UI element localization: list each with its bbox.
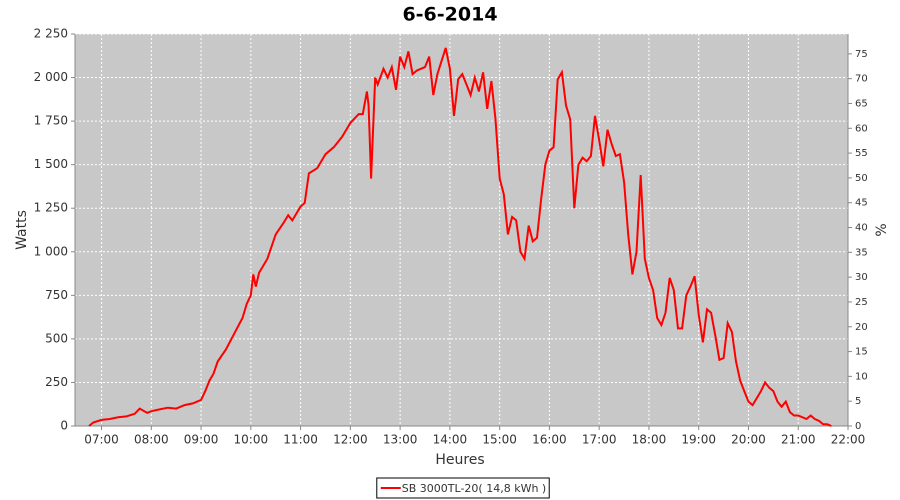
y-tick-label: 0	[60, 419, 68, 433]
x-tick-label: 07:00	[84, 433, 119, 447]
y-tick-label: 250	[45, 375, 68, 389]
y2-tick-label: 35	[855, 247, 868, 258]
y-tick-label: 1 250	[34, 201, 68, 215]
y2-tick-label: 40	[855, 223, 868, 234]
x-tick-label: 16:00	[532, 433, 567, 447]
y2-tick-label: 30	[855, 272, 868, 283]
y2-axis-label: %	[874, 223, 890, 236]
y-tick-label: 2 250	[34, 27, 68, 41]
y-axis-label: Watts	[14, 210, 30, 250]
legend-label: SB 3000TL-20( 14,8 kWh )	[402, 482, 546, 495]
y-tick-label: 1 500	[34, 157, 68, 171]
y-tick-label: 750	[45, 288, 68, 302]
x-tick-label: 21:00	[781, 433, 816, 447]
y2-tick-label: 75	[855, 49, 868, 60]
y-tick-label: 2 000	[34, 70, 68, 84]
x-tick-label: 13:00	[383, 433, 418, 447]
y2-tick-label: 65	[855, 98, 868, 109]
x-tick-label: 19:00	[681, 433, 716, 447]
y2-tick-label: 10	[855, 371, 868, 382]
y2-tick-label: 15	[855, 347, 868, 358]
x-tick-label: 11:00	[283, 433, 318, 447]
y2-tick-label: 55	[855, 148, 868, 159]
y-tick-label: 1 000	[34, 244, 68, 258]
x-tick-label: 14:00	[433, 433, 468, 447]
y2-tick-label: 0	[855, 421, 861, 432]
x-tick-label: 18:00	[632, 433, 667, 447]
x-tick-label: 12:00	[333, 433, 368, 447]
legend-box	[376, 477, 550, 499]
y2-tick-label: 25	[855, 297, 868, 308]
y2-tick-label: 45	[855, 198, 868, 209]
data-line	[88, 47, 832, 427]
y2-tick-label: 5	[855, 396, 861, 407]
plot-area	[75, 34, 848, 426]
y2-tick-label: 50	[855, 173, 868, 184]
x-tick-label: 09:00	[184, 433, 219, 447]
y-tick-label: 500	[45, 331, 68, 345]
x-tick-label: 15:00	[482, 433, 517, 447]
legend: SB 3000TL-20( 14,8 kWh )	[376, 477, 550, 499]
x-tick-label: 22:00	[831, 433, 866, 447]
y2-tick-label: 70	[855, 74, 868, 85]
y-tick-label: 1 750	[34, 114, 68, 128]
y2-tick-label: 20	[855, 322, 868, 333]
x-tick-label: 20:00	[731, 433, 766, 447]
x-tick-label: 10:00	[234, 433, 269, 447]
y2-tick-label: 60	[855, 123, 868, 134]
x-tick-label: 08:00	[134, 433, 169, 447]
x-axis-label: Heures	[435, 452, 484, 468]
x-tick-label: 17:00	[582, 433, 617, 447]
chart-title: 6-6-2014	[402, 4, 497, 26]
